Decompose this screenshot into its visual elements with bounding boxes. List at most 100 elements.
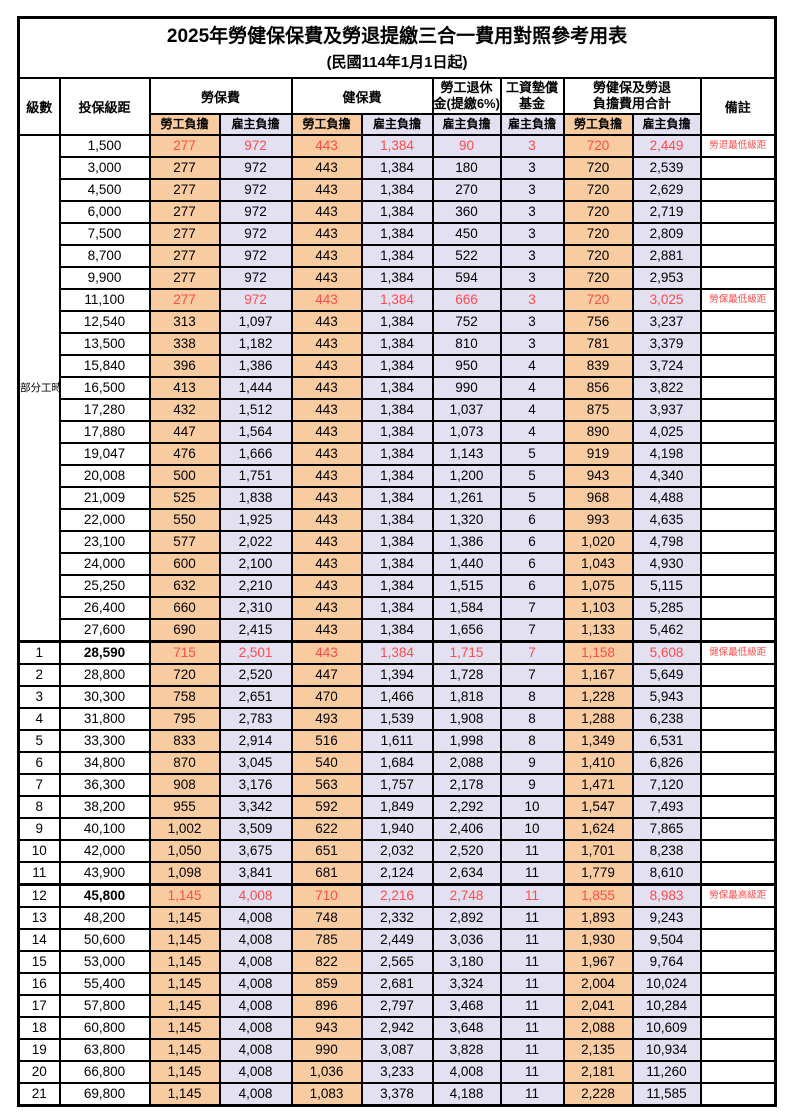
cell-bracket: 48,200: [58, 906, 151, 930]
table-row: 部分工時 1,500 277 972 443 1,384 90 3 720 2,449 勞退最低級距: [17, 134, 777, 643]
cell-total-emp: 1,624: [562, 817, 634, 841]
cell-total-er: 10,609: [631, 1016, 702, 1040]
cell-note: [699, 244, 777, 268]
cell-labor-emp: 1,145: [148, 972, 221, 996]
cell-health-emp: 443: [290, 354, 363, 378]
cell-labor-emp: 1,145: [148, 1082, 221, 1107]
cell-note: [699, 332, 777, 356]
table-body: 部分工時 1,500 277 972 443 1,384 90 3 720 2,449 勞退最低級距…: [17, 134, 777, 1107]
cell-note: [699, 618, 777, 643]
cell-fund: 3: [499, 244, 565, 268]
cell-bracket: 40,100: [58, 817, 151, 841]
cell-note: [699, 773, 777, 797]
cell-health-er: 1,384: [360, 288, 434, 312]
cell-note: [699, 266, 777, 290]
table-row: 11 43,900 1,098 3,841 681 2,124 2,634 11 1,779 8,…: [17, 861, 777, 886]
cell-health-emp: 540: [290, 751, 363, 775]
cell-health-emp: 443: [290, 200, 363, 224]
cell-labor-emp: 720: [148, 663, 221, 687]
cell-note: [699, 861, 777, 886]
cell-fund: 3: [499, 178, 565, 202]
subheader-labor-employer: 雇主負擔: [218, 113, 293, 136]
wage-fund-header-line2: 基金: [518, 96, 545, 111]
cell-total-emp: 2,004: [562, 972, 634, 996]
cell-bracket: 50,600: [58, 928, 151, 952]
cell-pension: 3,180: [431, 950, 502, 974]
cell-health-emp: 622: [290, 817, 363, 841]
cell-total-emp: 968: [562, 486, 634, 510]
cell-total-er: 5,608: [631, 640, 702, 665]
cell-labor-er: 2,310: [218, 596, 293, 620]
cell-health-emp: 493: [290, 707, 363, 731]
total-header-line1: 勞健保及勞退: [592, 80, 671, 95]
cell-health-er: 1,611: [360, 729, 434, 753]
cell-note: [699, 376, 777, 400]
table-row: 22,000 550 1,925 443 1,384 1,320 6 993 4,635: [19, 508, 777, 532]
cell-pension: 2,088: [431, 751, 502, 775]
cell-total-emp: 919: [562, 442, 634, 466]
cell-health-er: 1,466: [360, 685, 434, 709]
cell-pension: 450: [431, 222, 502, 246]
cell-bracket: 3,000: [58, 156, 151, 180]
cell-fund: 11: [499, 950, 565, 974]
cell-level: 17: [17, 994, 61, 1018]
cell-labor-emp: 1,145: [148, 906, 221, 930]
cell-labor-emp: 550: [148, 508, 221, 532]
cell-labor-er: 3,342: [218, 795, 293, 819]
cell-health-er: 1,384: [360, 442, 434, 466]
cell-pension: 2,406: [431, 817, 502, 841]
cell-total-er: 11,585: [631, 1082, 702, 1107]
cell-health-emp: 443: [290, 266, 363, 290]
cell-total-er: 6,826: [631, 751, 702, 775]
cell-total-er: 10,284: [631, 994, 702, 1018]
cell-pension: 2,520: [431, 839, 502, 863]
table-row: 3 30,300 758 2,651 470 1,466 1,818 8 1,228 5,943: [17, 685, 777, 709]
cell-labor-er: 3,841: [218, 861, 293, 886]
cell-total-er: 4,340: [631, 464, 702, 488]
cell-health-er: 2,797: [360, 994, 434, 1018]
cell-pension: 2,178: [431, 773, 502, 797]
cell-labor-emp: 1,145: [148, 1038, 221, 1062]
cell-health-er: 1,539: [360, 707, 434, 731]
pension-header-line2: 金(提繳6%): [433, 96, 500, 111]
cell-total-emp: 1,701: [562, 839, 634, 863]
cell-total-er: 7,865: [631, 817, 702, 841]
cell-total-er: 2,629: [631, 178, 702, 202]
cell-pension: 3,036: [431, 928, 502, 952]
cell-labor-emp: 660: [148, 596, 221, 620]
cell-fund: 6: [499, 530, 565, 554]
cell-bracket: 27,600: [58, 618, 151, 643]
subheader-pension-employer: 雇主負擔: [431, 113, 502, 136]
cell-fund: 11: [499, 1082, 565, 1107]
cell-pension: 3,828: [431, 1038, 502, 1062]
cell-note: [699, 663, 777, 687]
total-header-line2: 負擔費用合計: [592, 96, 671, 111]
cell-labor-er: 3,675: [218, 839, 293, 863]
cell-note: [699, 222, 777, 246]
cell-health-er: 1,940: [360, 817, 434, 841]
table-row: 21 69,800 1,145 4,008 1,083 3,378 4,188 11 2,228…: [17, 1082, 777, 1107]
cell-health-er: 1,384: [360, 640, 434, 665]
cell-note: [699, 442, 777, 466]
cell-labor-emp: 955: [148, 795, 221, 819]
cell-labor-emp: 1,145: [148, 994, 221, 1018]
cell-health-emp: 443: [290, 288, 363, 312]
cell-total-emp: 1,410: [562, 751, 634, 775]
cell-pension: 1,818: [431, 685, 502, 709]
cell-health-er: 2,032: [360, 839, 434, 863]
cell-note: [699, 1038, 777, 1062]
cell-health-er: 1,384: [360, 596, 434, 620]
title-row: 2025年勞健保保費及勞退提繳三合一費用對照參考用表 (民國114年1月1日起): [17, 16, 777, 79]
table-row: 13,500 338 1,182 443 1,384 810 3 781 3,379: [19, 332, 777, 356]
cell-bracket: 19,047: [58, 442, 151, 466]
cell-labor-emp: 600: [148, 552, 221, 576]
cell-labor-er: 972: [218, 222, 293, 246]
cell-bracket: 4,500: [58, 178, 151, 202]
cell-health-er: 1,384: [360, 420, 434, 444]
cell-labor-emp: 413: [148, 376, 221, 400]
cell-total-er: 4,930: [631, 552, 702, 576]
cell-health-emp: 943: [290, 1016, 363, 1040]
cell-total-er: 7,120: [631, 773, 702, 797]
cell-note: [699, 685, 777, 709]
